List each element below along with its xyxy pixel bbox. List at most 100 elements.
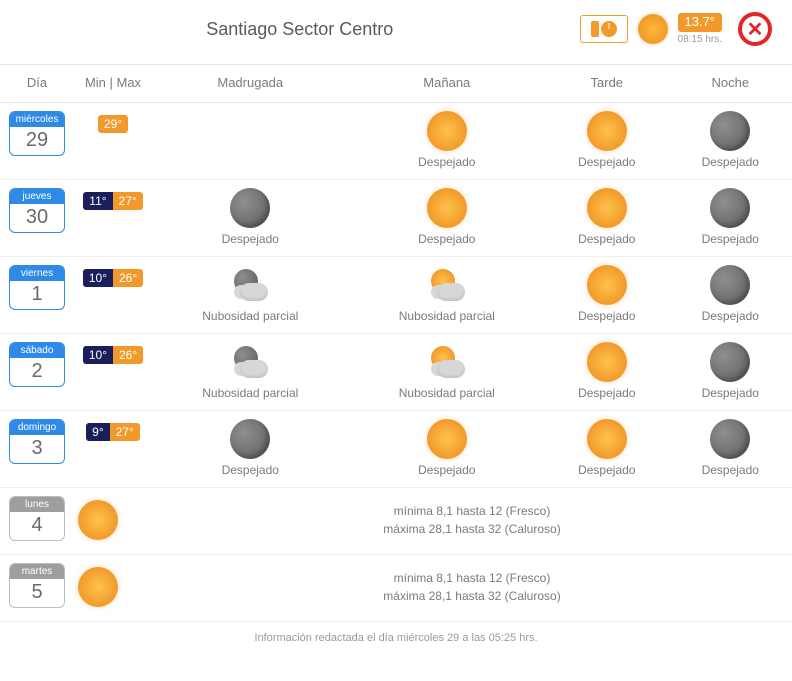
current-temp-widget: 13.7° 08:15 hrs. xyxy=(678,13,722,44)
period-cell: Despejado xyxy=(673,419,788,477)
sun-icon xyxy=(78,567,118,607)
period-cell: Nubosidad parcial xyxy=(353,342,542,400)
current-condition-icon xyxy=(638,14,668,44)
period-cell: Despejado xyxy=(673,111,788,169)
day-number: 29 xyxy=(10,127,64,155)
col-header-day: Día xyxy=(0,65,74,103)
moon-icon xyxy=(710,342,750,382)
forecast-row: sábado 2 10°26° Nubosidad parcial Nubosi… xyxy=(0,334,792,411)
sun-icon xyxy=(427,188,467,228)
temp-range: 29° xyxy=(78,115,148,133)
period-cell: Despejado xyxy=(549,342,664,400)
condition-label: Despejado xyxy=(578,309,635,323)
thermometer-icon xyxy=(591,21,599,37)
day-chip[interactable]: viernes 1 xyxy=(9,265,65,310)
temp-min: 9° xyxy=(86,423,109,441)
temp-max: 27° xyxy=(110,423,140,441)
period-cell: Despejado xyxy=(353,111,542,169)
condition-label: Despejado xyxy=(578,463,635,477)
condition-label: Despejado xyxy=(702,155,759,169)
condition-label: Nubosidad parcial xyxy=(202,386,298,400)
forecast-summary-row: martes 5 mínima 8,1 hasta 12 (Fresco) má… xyxy=(0,555,792,622)
header-widgets: 13.7° 08:15 hrs. ✕ xyxy=(580,12,772,46)
summary-max-line: máxima 28,1 hasta 32 (Caluroso) xyxy=(156,520,788,538)
sun-icon xyxy=(587,419,627,459)
period-cell: Despejado xyxy=(673,188,788,246)
day-number: 4 xyxy=(10,512,64,540)
cloud-night-icon xyxy=(230,265,270,305)
condition-label: Despejado xyxy=(578,386,635,400)
sun-icon xyxy=(78,500,118,540)
day-of-week: sábado xyxy=(10,343,64,358)
sun-icon xyxy=(587,111,627,151)
summary-min-line: mínima 8,1 hasta 12 (Fresco) xyxy=(156,502,788,520)
condition-label: Despejado xyxy=(702,309,759,323)
col-header-minmax: Min | Max xyxy=(74,65,152,103)
condition-label: Despejado xyxy=(418,155,475,169)
moon-icon xyxy=(230,419,270,459)
temp-range: 9°27° xyxy=(78,423,148,441)
cloud-day-icon xyxy=(427,265,467,305)
moon-icon xyxy=(230,188,270,228)
sensor-clock-widget[interactable] xyxy=(580,15,628,43)
sun-icon xyxy=(427,419,467,459)
condition-label: Despejado xyxy=(578,232,635,246)
cloud-day-icon xyxy=(427,342,467,382)
temp-max: 26° xyxy=(113,346,143,364)
day-chip[interactable]: martes 5 xyxy=(9,563,65,608)
day-chip[interactable]: sábado 2 xyxy=(9,342,65,387)
period-cell: Despejado xyxy=(549,265,664,323)
moon-icon xyxy=(710,111,750,151)
period-cell: Despejado xyxy=(673,342,788,400)
period-cell: Despejado xyxy=(156,188,345,246)
forecast-row: jueves 30 11°27° Despejado Despejado Des… xyxy=(0,180,792,257)
forecast-row: miércoles 29 29° Despejado Despejado Des… xyxy=(0,103,792,180)
current-temp-time: 08:15 hrs. xyxy=(678,34,722,45)
day-chip[interactable]: jueves 30 xyxy=(9,188,65,233)
period-cell: Despejado xyxy=(549,419,664,477)
day-chip[interactable]: domingo 3 xyxy=(9,419,65,464)
period-cell: Nubosidad parcial xyxy=(156,342,345,400)
condition-label: Nubosidad parcial xyxy=(202,309,298,323)
summary-text: mínima 8,1 hasta 12 (Fresco) máxima 28,1… xyxy=(156,496,788,544)
temp-range: 10°26° xyxy=(78,269,148,287)
summary-min-line: mínima 8,1 hasta 12 (Fresco) xyxy=(156,569,788,587)
close-button[interactable]: ✕ xyxy=(738,12,772,46)
condition-label: Despejado xyxy=(418,463,475,477)
temp-max: 29° xyxy=(98,115,128,133)
condition-label: Despejado xyxy=(418,232,475,246)
day-number: 2 xyxy=(10,358,64,386)
day-number: 1 xyxy=(10,281,64,309)
sun-icon xyxy=(427,111,467,151)
day-of-week: martes xyxy=(10,564,64,579)
day-chip[interactable]: lunes 4 xyxy=(9,496,65,541)
condition-label: Despejado xyxy=(222,463,279,477)
period-cell: Despejado xyxy=(353,419,542,477)
moon-icon xyxy=(710,265,750,305)
temp-min: 10° xyxy=(83,346,113,364)
location-title: Santiago Sector Centro xyxy=(20,19,580,40)
clock-icon xyxy=(601,21,617,37)
close-icon: ✕ xyxy=(747,17,764,42)
day-chip[interactable]: miércoles 29 xyxy=(9,111,65,156)
sun-icon xyxy=(587,342,627,382)
current-temp-value: 13.7° xyxy=(678,13,722,31)
condition-label: Despejado xyxy=(702,463,759,477)
forecast-summary-row: lunes 4 mínima 8,1 hasta 12 (Fresco) máx… xyxy=(0,488,792,555)
sun-icon xyxy=(587,188,627,228)
summary-max-line: máxima 28,1 hasta 32 (Caluroso) xyxy=(156,587,788,605)
summary-text: mínima 8,1 hasta 12 (Fresco) máxima 28,1… xyxy=(156,563,788,611)
day-of-week: domingo xyxy=(10,420,64,435)
condition-label: Nubosidad parcial xyxy=(399,309,495,323)
temp-max: 26° xyxy=(113,269,143,287)
condition-label: Despejado xyxy=(578,155,635,169)
temp-range: 11°27° xyxy=(78,192,148,210)
day-of-week: viernes xyxy=(10,266,64,281)
day-number: 5 xyxy=(10,579,64,607)
period-cell: Despejado xyxy=(549,188,664,246)
period-cell: Despejado xyxy=(549,111,664,169)
moon-icon xyxy=(710,188,750,228)
day-number: 30 xyxy=(10,204,64,232)
condition-label: Despejado xyxy=(702,386,759,400)
footer-note: Información redactada el día miércoles 2… xyxy=(0,622,792,658)
